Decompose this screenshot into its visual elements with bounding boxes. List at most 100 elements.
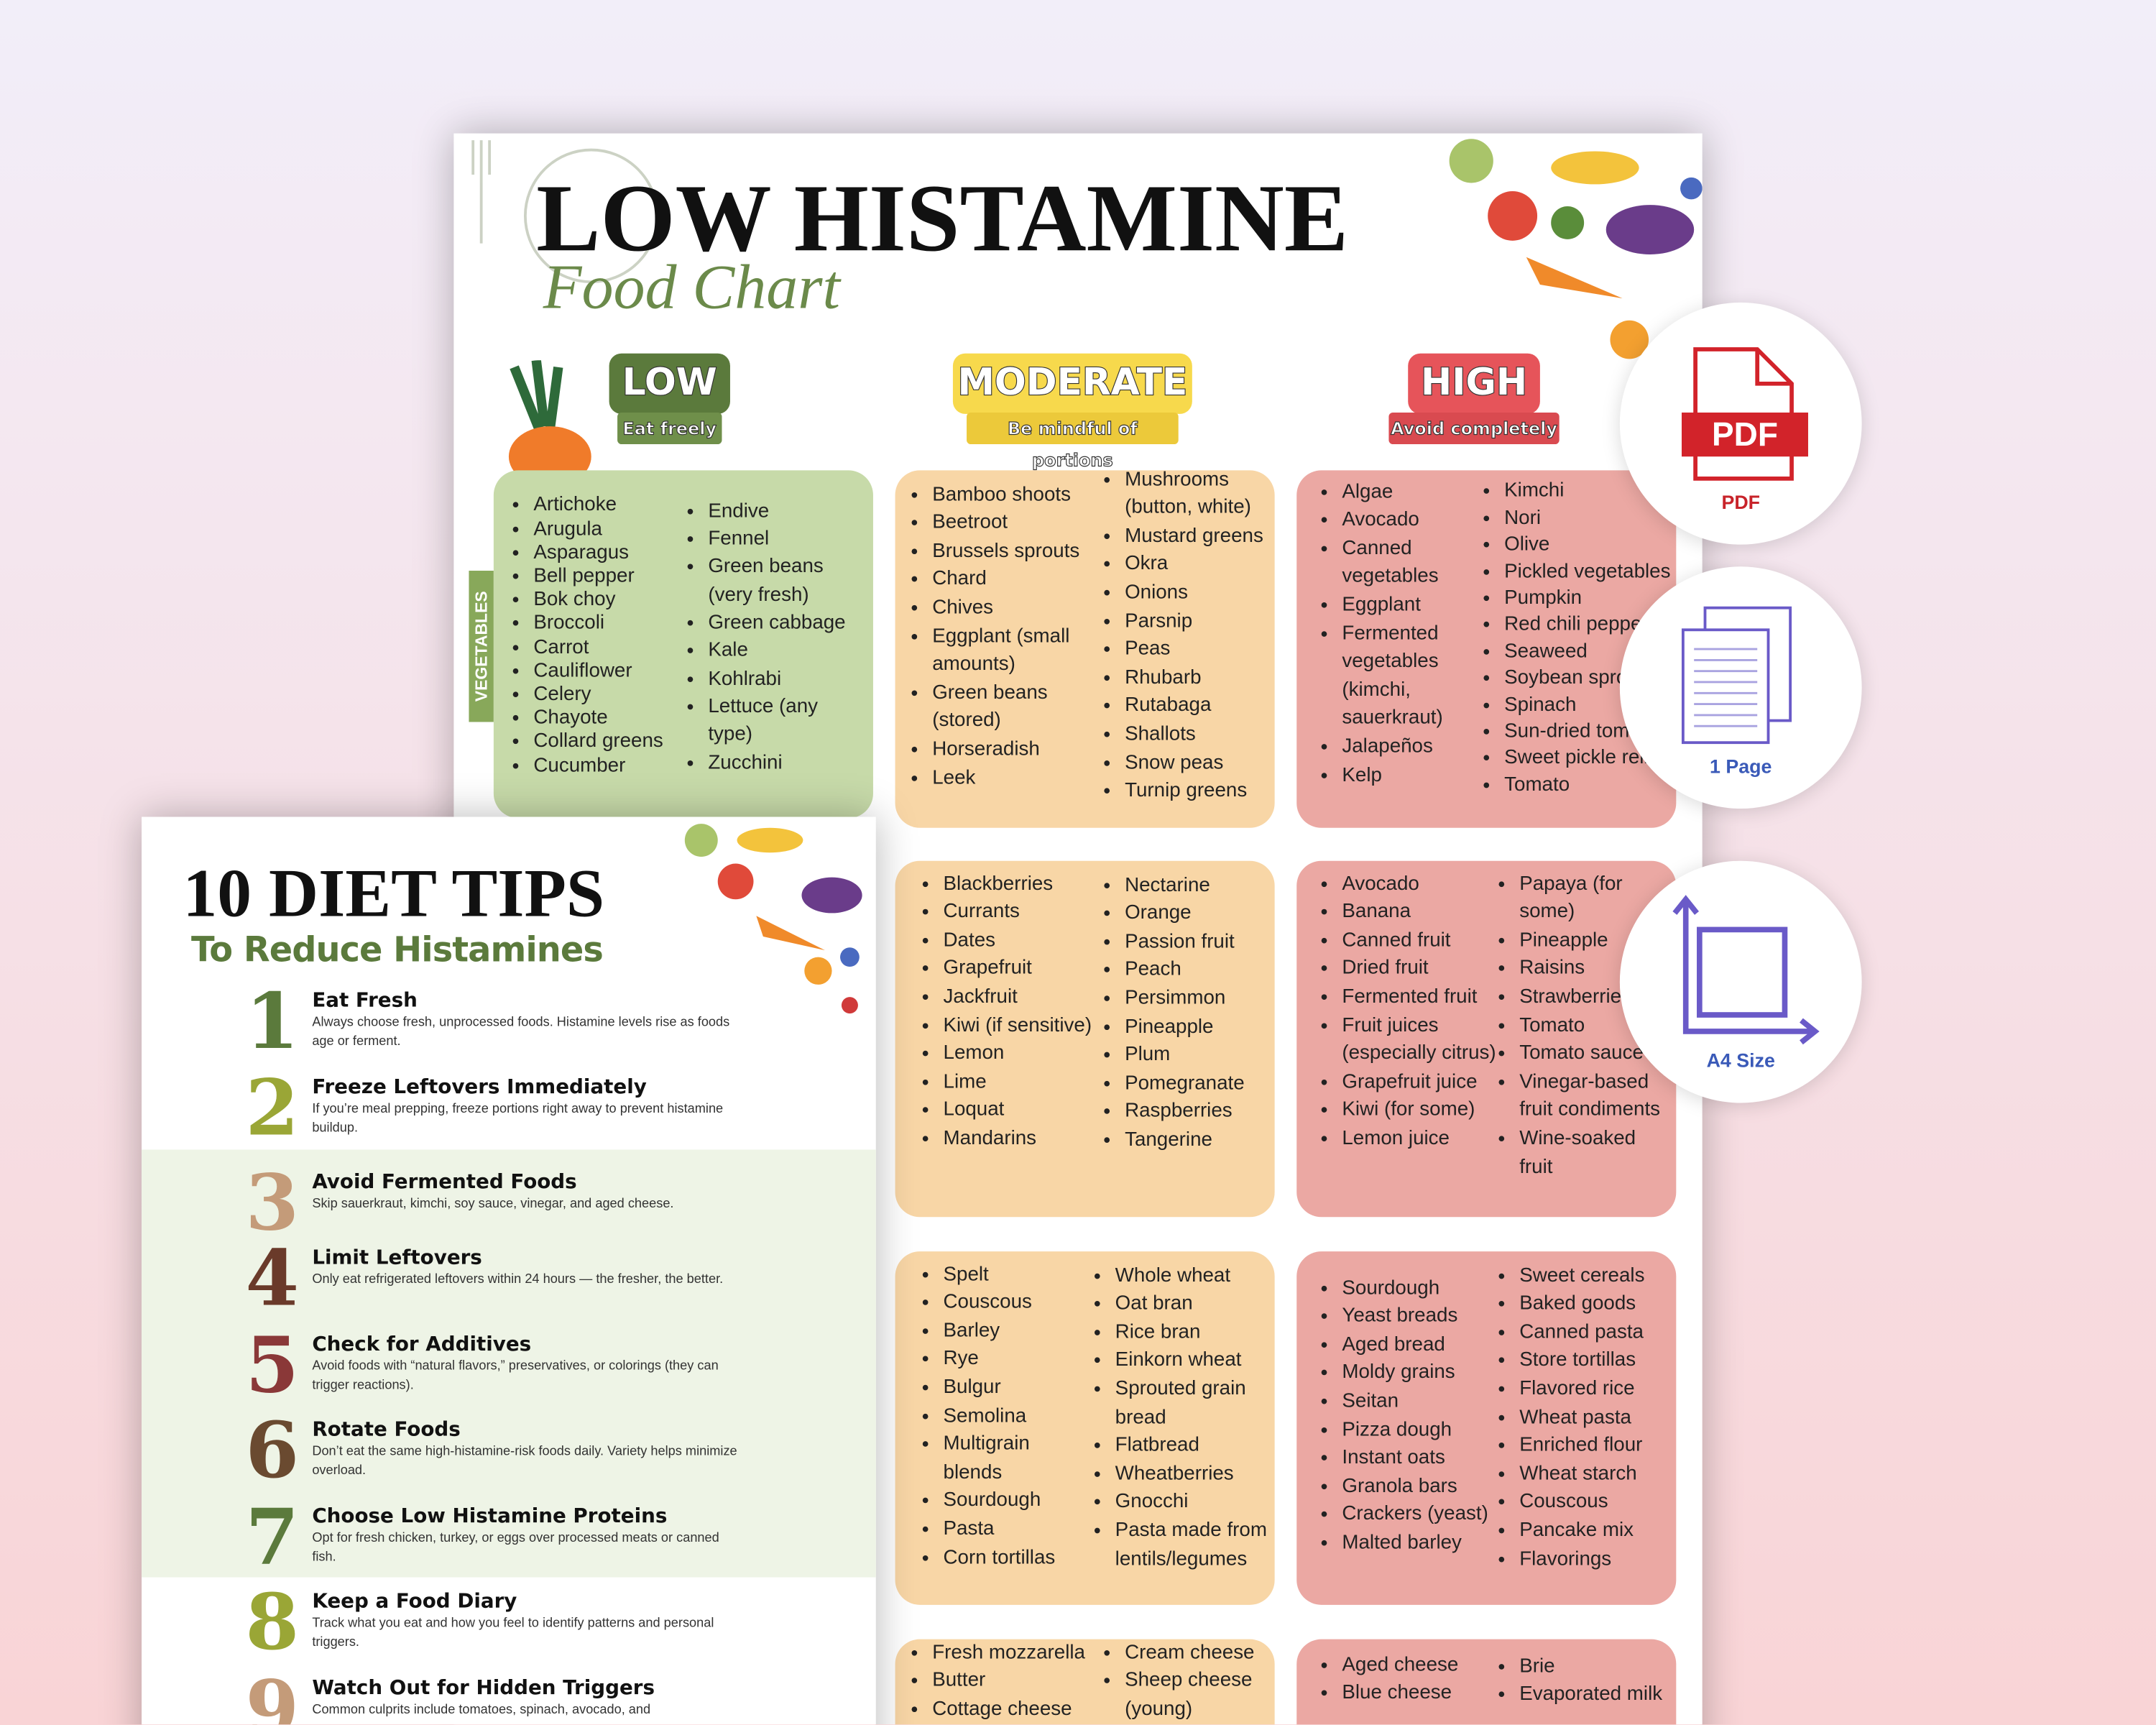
food-item: Blue cheese: [1342, 1680, 1504, 1708]
food-item: Semolina: [944, 1402, 1092, 1430]
food-item: Granola bars: [1342, 1473, 1504, 1501]
food-item: Pasta made from lentils/legumes: [1115, 1517, 1278, 1573]
food-item: Tomato sauce: [1519, 1040, 1673, 1068]
food-item: Mandarins: [944, 1125, 1106, 1153]
food-item: Asparagus: [533, 541, 678, 565]
pdf-icon-text: PDF: [1712, 415, 1778, 453]
food-item: Oat bran: [1115, 1290, 1278, 1318]
level-note: Avoid completely: [1388, 412, 1560, 444]
food-item: Endive: [708, 497, 862, 525]
food-item: Grapefruit juice: [1342, 1068, 1496, 1096]
food-item: Flavored rice: [1519, 1375, 1682, 1403]
food-item: Blackberries: [944, 870, 1106, 898]
food-item: Pasta: [944, 1516, 1092, 1544]
food-item: Canned pasta: [1519, 1319, 1682, 1347]
tip-text: If you’re meal prepping, freeze portions…: [312, 1101, 724, 1136]
food-item: Sprouted grain bread: [1115, 1375, 1278, 1432]
food-item: Green beans (very fresh): [708, 553, 862, 610]
tip-title: Limit Leftovers: [312, 1247, 482, 1269]
food-item: Pumpkin: [1504, 586, 1697, 612]
food-item: Lettuce (any type): [708, 693, 862, 749]
tip-text: Common culprits include tomatoes, spinac…: [312, 1702, 651, 1718]
food-list: NectarineOrangePassion fruitPeachPersimm…: [1100, 871, 1276, 1154]
food-item: Moldy grains: [1342, 1359, 1504, 1387]
food-list: Mushrooms (button, white)Mustard greensO…: [1100, 466, 1273, 806]
tip-number: 4: [245, 1233, 300, 1325]
food-item: Onions: [1125, 579, 1273, 607]
food-item: Jackfruit: [944, 983, 1106, 1011]
tip-number: 7: [245, 1491, 300, 1583]
food-list: AlgaeAvocadoCanned vegetablesEggplantFer…: [1317, 478, 1480, 789]
food-item: Grapefruit: [944, 955, 1106, 983]
page-icon: [1681, 606, 1792, 745]
food-item: Vinegar-based fruit condiments: [1519, 1068, 1673, 1125]
food-item: Wheat pasta: [1519, 1404, 1682, 1432]
food-list: Papaya (for some)PineappleRaisinsStrawbe…: [1495, 870, 1674, 1182]
tip-title: Watch Out for Hidden Triggers: [312, 1678, 655, 1700]
tip-title: Check for Additives: [312, 1333, 532, 1356]
food-item: Papaya (for some): [1519, 870, 1673, 927]
food-item: Fresh mozzarella: [932, 1639, 1108, 1667]
food-item: Flatbread: [1115, 1432, 1278, 1460]
food-item: Malted barley: [1342, 1530, 1504, 1558]
tip-text: Only eat refrigerated leftovers within 2…: [312, 1271, 724, 1287]
carrot-icon: [508, 360, 591, 477]
tip-title: Avoid Fermented Foods: [312, 1172, 577, 1194]
food-item: Wine-soaked fruit: [1519, 1125, 1673, 1182]
food-item: Yeast breads: [1342, 1302, 1504, 1330]
food-item: Okra: [1125, 551, 1273, 579]
food-item: Soybean spro: [1504, 666, 1697, 692]
food-item: Enriched flour: [1519, 1432, 1682, 1460]
food-item: Corn tortillas: [944, 1544, 1092, 1572]
tips-subtitle: To Reduce Histamines: [190, 929, 604, 970]
tip-number: 9: [245, 1664, 300, 1725]
food-list: Bamboo shootsBeetrootBrussels sproutsCha…: [908, 481, 1087, 792]
food-list: Sweet cerealsBaked goodsCanned pastaStor…: [1495, 1262, 1682, 1573]
food-item: Couscous: [1519, 1489, 1682, 1517]
badge: A4 Size: [1619, 860, 1862, 1103]
food-item: Chard: [932, 566, 1086, 594]
tip-number: 8: [245, 1577, 300, 1668]
food-box: [1296, 470, 1677, 828]
tip-number: 6: [245, 1405, 300, 1496]
food-item: Spelt: [944, 1261, 1092, 1289]
category-label: VEGETABLES: [471, 591, 492, 702]
food-item: Shallots: [1125, 721, 1273, 749]
food-item: Rice bran: [1115, 1319, 1278, 1347]
food-item: Olive: [1504, 533, 1697, 559]
food-item: Eggplant: [1342, 592, 1479, 620]
food-item: Bok choy: [533, 589, 678, 612]
food-item: Canned vegetables: [1342, 535, 1479, 592]
food-item: Tomato: [1504, 773, 1697, 799]
tip-text: Don’t eat the same high-histamine-risk f…: [312, 1443, 737, 1478]
pdf-icon: PDF: [1681, 347, 1808, 481]
tips-title: 10 DIET TIPS: [183, 854, 605, 932]
food-item: Peas: [1125, 635, 1273, 663]
badge: 1 Page: [1619, 566, 1862, 809]
food-item: Brie: [1519, 1652, 1695, 1680]
food-item: Pancake mix: [1519, 1517, 1682, 1545]
food-item: Crackers (yeast): [1342, 1501, 1504, 1529]
size-icon: [1672, 895, 1820, 1045]
food-item: Barley: [944, 1317, 1092, 1346]
food-item: Seaweed: [1504, 639, 1697, 666]
food-item: Mustard greens: [1125, 523, 1273, 551]
food-item: Broccoli: [533, 612, 678, 636]
food-item: Currants: [944, 898, 1106, 926]
food-item: Peach: [1125, 957, 1276, 985]
food-item: Turnip greens: [1125, 777, 1273, 805]
food-item: Evaporated milk: [1519, 1681, 1695, 1709]
food-item: Multigrain blends: [944, 1430, 1092, 1487]
food-item: Baked goods: [1519, 1290, 1682, 1318]
food-list: Cream cheeseSheep cheese (young): [1100, 1639, 1276, 1724]
food-item: Kelp: [1342, 761, 1479, 789]
tip-title: Eat Fresh: [312, 990, 418, 1013]
food-item: Einkorn wheat: [1115, 1347, 1278, 1375]
food-item: Canned fruit: [1342, 926, 1496, 954]
food-item: Mushrooms (button, white): [1125, 466, 1273, 523]
tip-text: Skip sauerkraut, kimchi, soy sauce, vine…: [312, 1196, 674, 1212]
food-list: Fresh mozzarellaButterCottage cheese: [908, 1639, 1108, 1724]
decoration: [684, 824, 862, 1014]
